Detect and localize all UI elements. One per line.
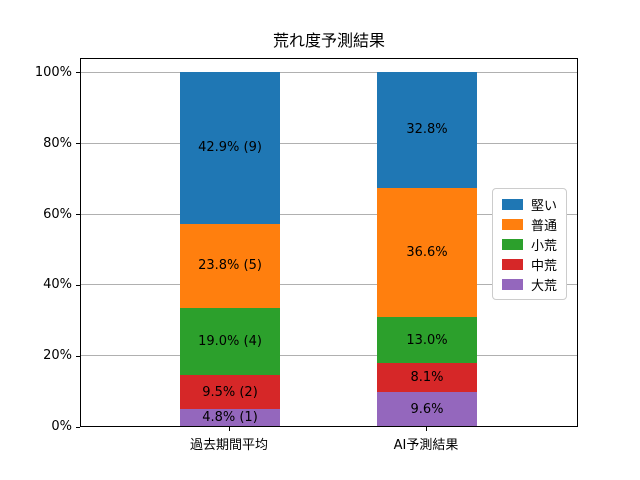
segment-label: 42.9% (9) [198,140,262,156]
legend-label: 普通 [531,218,558,234]
segment-label: 8.1% [410,370,444,386]
bar-segment-大荒: 4.8% (1) [180,409,280,426]
y-tick-label: 0% [51,419,72,434]
segment-label: 9.6% [410,401,444,417]
legend: 堅い普通小荒中荒大荒 [492,188,568,300]
y-tick-label: 20% [43,348,72,364]
x-tick-label: AI予測結果 [393,438,459,453]
legend-label: 堅い [531,198,558,214]
segment-label: 9.5% (2) [202,384,258,400]
bar-segment-大荒: 9.6% [377,392,477,426]
bar-segment-小荒: 19.0% (4) [180,308,280,376]
gridline-100 [81,71,577,73]
gridline-60 [81,213,577,215]
bar-segment-中荒: 9.5% (2) [180,375,280,410]
y-tick-label: 100% [34,64,72,80]
legend-item-普通: 普通 [502,216,558,234]
x-tick-mark [229,427,230,431]
bar-segment-小荒: 13.0% [377,317,477,364]
legend-item-小荒: 小荒 [502,236,558,254]
segment-label: 23.8% (5) [198,258,262,274]
segment-label: 4.8% (1) [202,410,258,425]
y-tick-label: 40% [43,277,72,293]
chart-title: 荒れ度予測結果 [272,31,385,50]
legend-item-堅い: 堅い [502,196,558,214]
legend-swatch-icon [502,258,523,270]
legend-swatch-icon [502,198,523,210]
legend-swatch-icon [502,218,523,230]
legend-label: 大荒 [531,278,558,294]
segment-label: 13.0% [406,332,448,348]
segment-label: 36.6% [406,244,448,260]
bar-segment-普通: 36.6% [377,187,477,318]
gridline-20 [81,355,577,357]
y-tick-mark [76,214,80,216]
bar-segment-普通: 23.8% (5) [180,223,280,309]
gridline-80 [81,142,577,144]
bar-segment-堅い: 32.8% [377,71,477,188]
legend-swatch-icon [502,278,523,290]
y-tick-mark [76,284,80,286]
y-tick-label: 80% [43,135,72,151]
y-tick-mark [76,355,80,357]
y-tick-mark [76,72,80,74]
legend-item-中荒: 中荒 [502,256,558,274]
bar-segment-中荒: 8.1% [377,363,477,393]
bar-segment-堅い: 42.9% (9) [180,71,280,224]
y-tick-label: 60% [43,206,72,222]
legend-swatch-icon [502,238,523,250]
y-tick-mark [76,143,80,145]
legend-label: 中荒 [531,258,558,274]
x-tick-label: 過去期間平均 [189,438,268,453]
segment-label: 19.0% (4) [198,334,262,350]
legend-item-大荒: 大荒 [502,276,558,294]
legend-label: 小荒 [531,238,558,254]
x-tick-mark [426,427,427,431]
segment-label: 32.8% [406,122,448,138]
gridline-40 [81,284,577,286]
y-tick-mark [76,426,80,428]
